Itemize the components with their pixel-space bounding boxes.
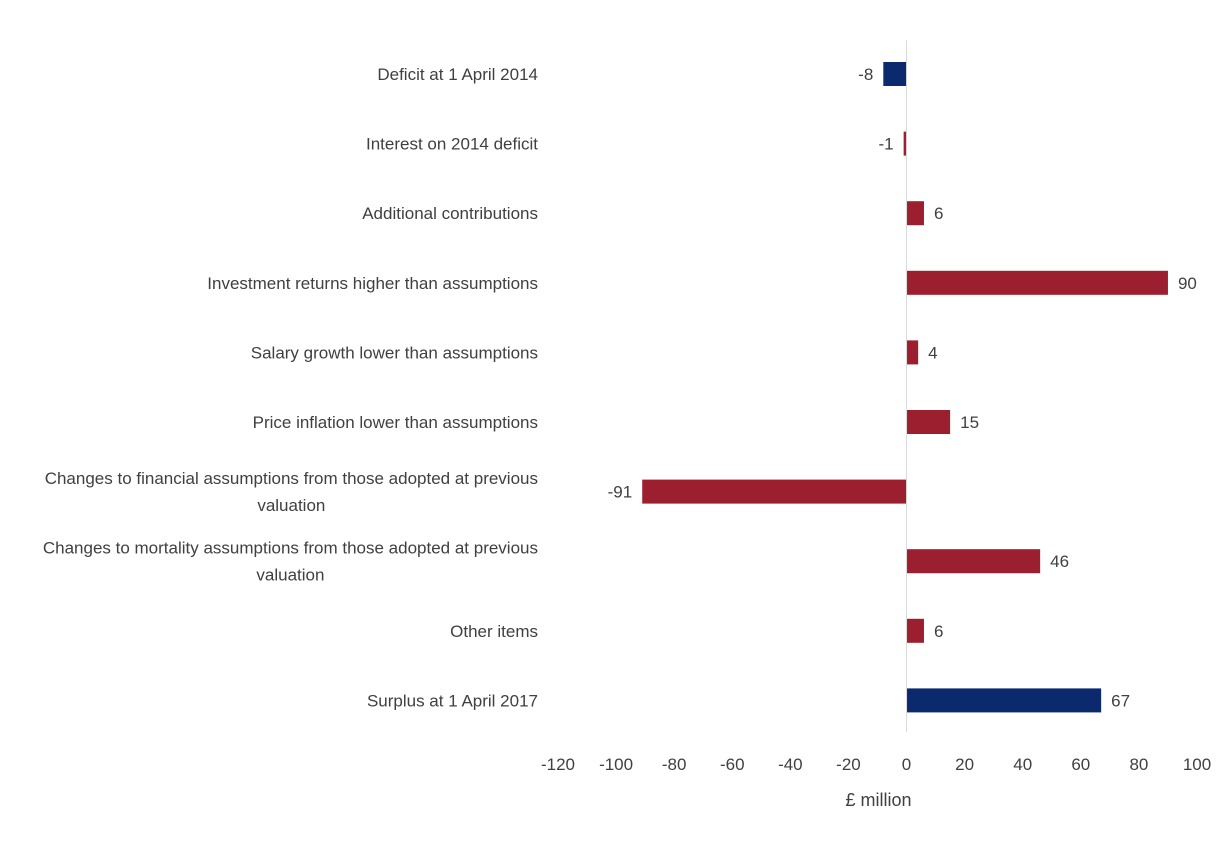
total-bar [883, 62, 907, 86]
x-tick-label: -60 [720, 755, 745, 774]
data-label: 6 [934, 622, 943, 641]
category-label: Deficit at 1 April 2014 [377, 65, 538, 84]
x-tick-label: 100 [1183, 755, 1211, 774]
change-bar [906, 340, 919, 365]
x-tick-label: -100 [599, 755, 633, 774]
change-bar [906, 201, 924, 226]
data-label: 90 [1178, 274, 1197, 293]
change-bar [642, 479, 907, 504]
category-label: Salary growth lower than assumptions [251, 343, 538, 362]
category-labels: Deficit at 1 April 2014 Interest on 2014 … [43, 65, 538, 710]
category-label: Changes to financial assumptions from th… [45, 469, 538, 515]
total-bar [906, 688, 1102, 713]
data-label: -8 [858, 65, 873, 84]
data-label: 67 [1111, 691, 1130, 710]
x-tick-label: -20 [836, 755, 861, 774]
x-axis-title: £ million [846, 790, 912, 810]
category-label: Additional contributions [362, 204, 538, 223]
change-bar [906, 270, 1168, 295]
change-bar [906, 410, 951, 434]
data-label: -91 [608, 483, 633, 502]
x-tick-label: 40 [1013, 755, 1032, 774]
data-label: -1 [879, 135, 894, 154]
category-label: Price inflation lower than assumptions [253, 413, 538, 432]
category-label: Investment returns higher than assumptio… [207, 274, 538, 293]
data-label: 15 [960, 413, 979, 432]
x-tick-label: 20 [955, 755, 974, 774]
category-label: Changes to mortality assumptions from th… [43, 539, 538, 585]
data-labels: -8 -1 6 90 4 15 -91 46 6 67 [608, 65, 1197, 710]
category-label: Other items [450, 622, 538, 641]
x-tick-label: 0 [902, 755, 911, 774]
category-label: Interest on 2014 deficit [366, 135, 538, 154]
change-bar [906, 549, 1041, 574]
change-bar [903, 131, 907, 156]
data-label: 6 [934, 204, 943, 223]
data-label: 4 [928, 343, 937, 362]
x-tick-label: -80 [662, 755, 687, 774]
x-tick-label: -40 [778, 755, 803, 774]
bars [642, 62, 1168, 713]
x-tick-label: 80 [1129, 755, 1148, 774]
x-tick-label: 60 [1071, 755, 1090, 774]
data-label: 46 [1050, 552, 1069, 571]
change-bar [906, 618, 924, 643]
category-label: Surplus at 1 April 2017 [367, 691, 538, 710]
x-axis-ticks: -120 -100 -80 -60 -40 -20 0 20 40 60 80 100 [541, 755, 1211, 774]
x-tick-label: -120 [541, 755, 575, 774]
